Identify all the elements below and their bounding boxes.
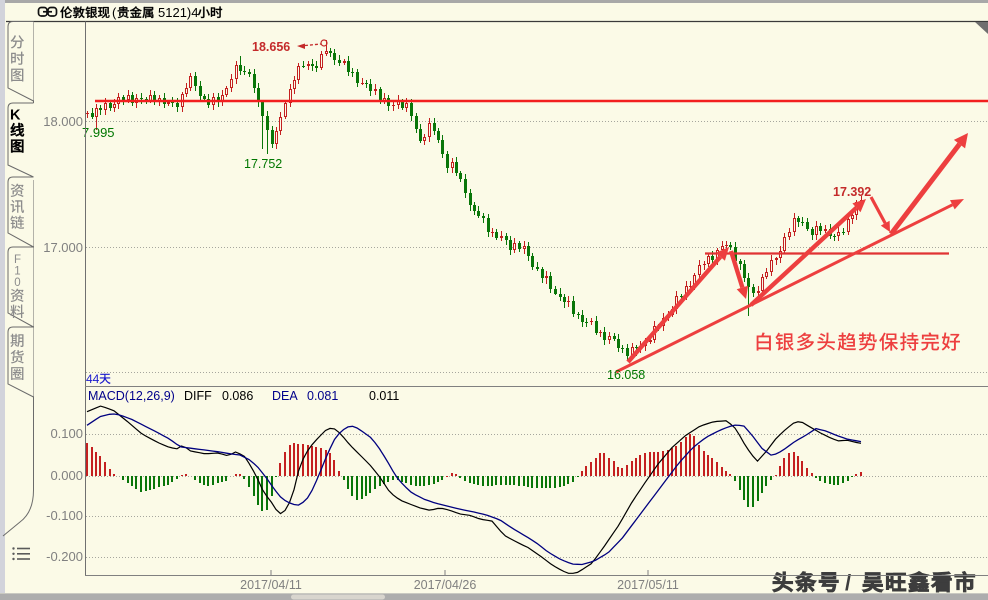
svg-text:-0.100: -0.100 [46, 508, 83, 523]
svg-text:16.058: 16.058 [607, 368, 645, 382]
svg-text:1: 1 [14, 266, 20, 278]
svg-text:44: 44 [86, 372, 100, 386]
svg-text:0.100: 0.100 [50, 426, 83, 441]
svg-text:2017/04/26: 2017/04/26 [414, 578, 477, 592]
svg-text:-0.200: -0.200 [46, 549, 83, 564]
svg-text:7.995: 7.995 [82, 125, 115, 140]
svg-text:DEA: DEA [272, 389, 298, 403]
svg-text:18.656: 18.656 [252, 40, 290, 54]
svg-text:0.000: 0.000 [50, 468, 83, 483]
svg-text:F: F [14, 254, 21, 266]
svg-text:K: K [10, 107, 21, 123]
svg-text:0: 0 [14, 277, 20, 289]
svg-text:MACD(12,26,9): MACD(12,26,9) [88, 389, 175, 403]
svg-text:0.081: 0.081 [307, 389, 338, 403]
svg-text:0.011: 0.011 [369, 389, 399, 403]
svg-text:DIFF: DIFF [184, 389, 212, 403]
svg-text:0.086: 0.086 [222, 389, 253, 403]
svg-text:5121)4: 5121)4 [158, 5, 198, 20]
svg-text:2017/04/11: 2017/04/11 [240, 578, 302, 592]
svg-text:17.000: 17.000 [43, 240, 83, 255]
svg-text:(: ( [112, 5, 117, 20]
svg-text:/: / [845, 570, 851, 595]
svg-text:18.000: 18.000 [43, 114, 83, 129]
svg-text:17.392: 17.392 [833, 185, 871, 199]
svg-text:17.752: 17.752 [244, 157, 282, 171]
svg-text:2017/05/11: 2017/05/11 [617, 578, 679, 592]
